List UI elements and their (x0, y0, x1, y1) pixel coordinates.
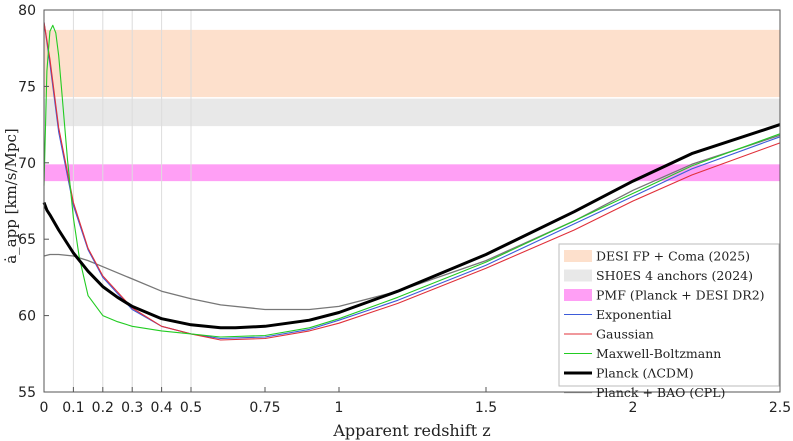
y-tick-label-1: 60 (18, 309, 36, 325)
vertical-guides (72, 10, 192, 392)
band-1 (44, 98, 780, 127)
y-axis-label: ȧ_app [km/s/Mpc] (2, 128, 20, 264)
y-tick-label-5: 80 (18, 3, 36, 19)
x-tick-label-2: 0.2 (92, 400, 114, 416)
bands-layer (44, 29, 780, 182)
x-tick-label-4: 0.4 (150, 400, 172, 416)
x-axis-label: Apparent redshift z (332, 421, 490, 440)
x-tick-label-9: 2 (629, 400, 638, 416)
x-tick-label-10: 2.5 (769, 400, 791, 416)
legend-swatch-2 (564, 289, 592, 301)
series-line-0 (43, 22, 781, 340)
legend-label-3: Exponential (596, 307, 672, 322)
legend-swatch-1 (564, 269, 592, 282)
legend-swatch-0 (564, 250, 592, 262)
y-tick-label-2: 65 (18, 232, 36, 248)
series-layer (42, 22, 781, 341)
x-tick-label-1: 0.1 (62, 400, 84, 416)
x-tick-label-5: 0.5 (180, 400, 202, 416)
x-tick-label-6: 0.75 (249, 400, 280, 416)
legend-label-5: Maxwell-Boltzmann (596, 346, 721, 361)
x-tick-label-3: 0.3 (121, 400, 143, 416)
axes-layer: 55 60 65 70 75 80 0 0.1 0.2 0.3 0.4 0.5 0.75 1 1.5 2 2.5 (18, 3, 791, 416)
legend-box (558, 243, 780, 387)
x-tick-label-0: 0 (40, 400, 49, 416)
legend-label-4: Gaussian (596, 327, 654, 342)
legend-label-2: PMF (Planck + DESI DR2) (596, 288, 765, 303)
band-0 (44, 29, 780, 98)
plot-frame (43, 9, 781, 393)
legend: DESI FP + Coma (2025) SH0ES 4 anchors (20… (558, 243, 780, 400)
legend-label-0: DESI FP + Coma (2025) (596, 249, 750, 264)
series-line-2 (43, 24, 781, 338)
legend-label-7: Planck + BAO (CPL) (596, 385, 725, 400)
legend-label-1: SH0ES 4 anchors (2024) (596, 268, 753, 283)
series-line-3 (42, 123, 781, 330)
y-tick-label-3: 70 (18, 156, 36, 172)
series-line-1 (43, 22, 781, 341)
x-tick-label-8: 1.5 (475, 400, 497, 416)
band-2 (44, 164, 780, 182)
x-tick-label-7: 1 (335, 400, 344, 416)
legend-label-6: Planck (ΛCDM) (596, 366, 694, 381)
y-tick-label-4: 75 (18, 79, 36, 95)
y-tick-label-0: 55 (18, 385, 36, 401)
